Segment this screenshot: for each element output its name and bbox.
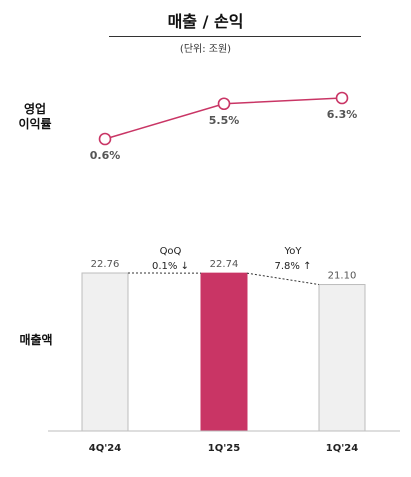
revenue-value-label: 22.74: [210, 259, 239, 270]
change-annotation-value: 0.1% ↓: [152, 261, 189, 272]
change-annotation-title: QoQ: [160, 246, 182, 257]
change-annotation-value: 7.8% ↑: [275, 261, 312, 272]
page-title: 매출 / 손익: [167, 12, 244, 31]
operating-margin-data-label: 0.6%: [90, 149, 121, 162]
operating-margin-label-line-2: 이익률: [18, 117, 52, 131]
revenue-bar: [200, 272, 248, 432]
unit-label: (단위: 조원): [179, 44, 232, 55]
revenue-value-label: 21.10: [328, 271, 357, 282]
operating-margin-row-label: 영업 이익률: [10, 102, 60, 132]
operating-margin-data-label: 5.5%: [209, 114, 240, 127]
operating-margin-marker: [335, 91, 349, 105]
operating-margin-marker: [217, 97, 231, 111]
operating-margin-marker: [98, 132, 112, 146]
x-tick-label: 4Q'24: [89, 443, 121, 454]
change-annotation-title: YoY: [283, 246, 302, 257]
operating-margin-data-label: 6.3%: [327, 108, 358, 121]
x-tick-label: 1Q'24: [326, 443, 358, 454]
x-tick-label: 1Q'25: [208, 443, 240, 454]
title-underline: [109, 36, 361, 37]
revenue-bar: [81, 272, 129, 432]
revenue-bar: [318, 284, 366, 432]
revenue-value-label: 22.76: [91, 259, 120, 270]
change-connector-line: [246, 272, 320, 286]
revenue-row-label: 매출액: [19, 333, 53, 347]
operating-margin-label-line-1: 영업: [23, 102, 47, 116]
